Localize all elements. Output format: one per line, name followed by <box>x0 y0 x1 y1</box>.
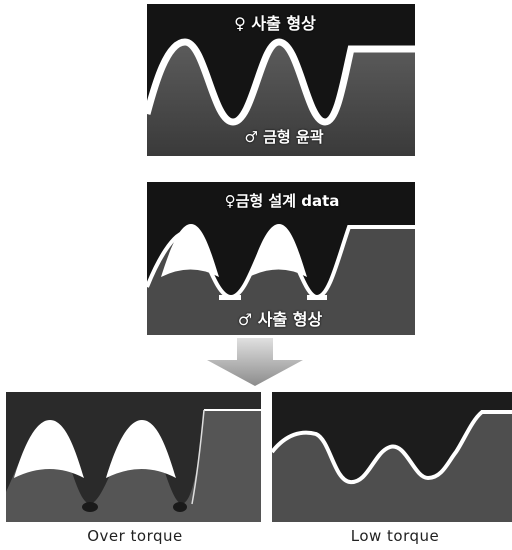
over-torque-panel <box>6 392 261 522</box>
low-torque-caption: Low torque <box>350 527 440 545</box>
low-torque-panel <box>272 392 512 522</box>
injection-shape-label: ♀ 사출 형상 <box>234 14 316 33</box>
mold-design-panel: ♀금형 설계 data ♂ 사출 형상 <box>147 182 415 335</box>
mold-contour-label: ♂ 금형 윤곽 <box>244 128 324 146</box>
injection-shape-panel: ♀ 사출 형상 ♂ 금형 윤곽 <box>147 4 415 156</box>
mold-design-data-label: ♀금형 설계 data <box>224 192 340 210</box>
injection-shape-label-2: ♂ 사출 형상 <box>237 310 323 329</box>
over-torque-caption: Over torque <box>87 527 183 545</box>
down-arrow-icon <box>205 338 305 388</box>
